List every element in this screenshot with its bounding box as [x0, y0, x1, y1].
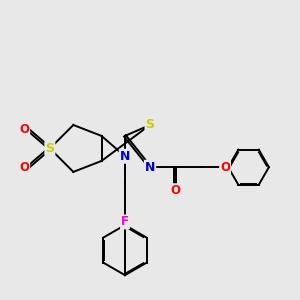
- Text: O: O: [19, 161, 29, 174]
- Text: O: O: [170, 184, 180, 197]
- Text: O: O: [220, 161, 230, 174]
- Text: N: N: [120, 150, 130, 163]
- Text: F: F: [121, 215, 129, 229]
- Text: O: O: [19, 123, 29, 136]
- Text: N: N: [145, 161, 155, 174]
- Text: S: S: [146, 118, 154, 131]
- Text: S: S: [45, 142, 54, 155]
